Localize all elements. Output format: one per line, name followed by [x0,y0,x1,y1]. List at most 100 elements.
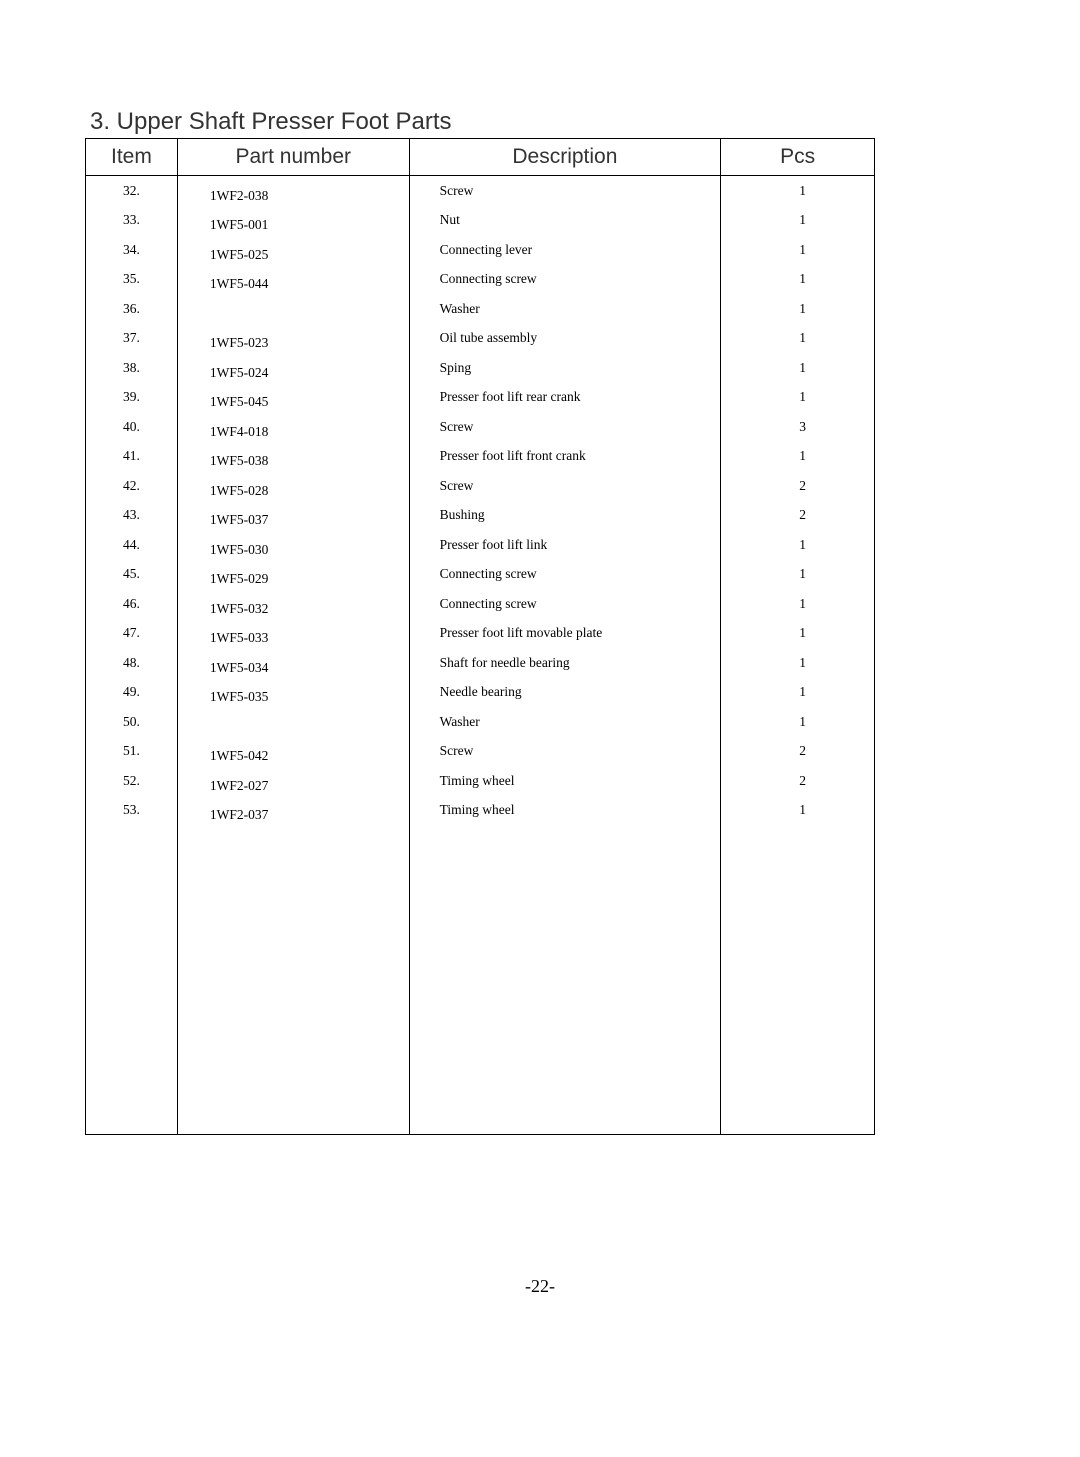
cell-item: 37. [86,323,178,353]
header-row: Item Part number Description Pcs [86,139,875,176]
cell-part: 1WF2-037 [177,795,409,825]
cell-pcs: 1 [721,176,875,206]
cell-pcs: 1 [721,559,875,589]
cell-pcs: 1 [721,235,875,265]
header-item: Item [86,139,178,176]
cell-item: 33. [86,205,178,235]
cell-desc: Oil tube assembly [409,323,721,353]
cell-desc: Screw [409,471,721,501]
cell-desc: Screw [409,736,721,766]
table-row: 32.1WF2-038Screw1 [86,176,875,206]
cell-item: 43. [86,500,178,530]
cell-part: 1WF2-027 [177,766,409,796]
cell-pcs: 1 [721,353,875,383]
cell-part: 1WF5-044 [177,264,409,294]
cell-pcs: 1 [721,648,875,678]
cell-desc: Nut [409,205,721,235]
header-pcs: Pcs [721,139,875,176]
table-row: 42.1WF5-028Screw2 [86,471,875,501]
cell-item: 34. [86,235,178,265]
cell-item: 46. [86,589,178,619]
cell-desc: Screw [409,176,721,206]
cell-desc: Washer [409,707,721,737]
cell-part: 1WF5-024 [177,353,409,383]
cell-part: 1WF5-042 [177,736,409,766]
table-row: 39.1WF5-045Presser foot lift rear crank1 [86,382,875,412]
cell-pcs: 1 [721,294,875,324]
cell-part: 1WF5-029 [177,559,409,589]
table-row: 48.1WF5-034Shaft for needle bearing1 [86,648,875,678]
cell-desc: Presser foot lift rear crank [409,382,721,412]
cell-part [177,707,409,737]
table-row: 33.1WF5-001Nut1 [86,205,875,235]
cell-desc: Presser foot lift front crank [409,441,721,471]
table-row: 45.1WF5-029Connecting screw1 [86,559,875,589]
cell-item: 50. [86,707,178,737]
cell-part: 1WF5-034 [177,648,409,678]
cell-pcs: 1 [721,618,875,648]
cell-item: 41. [86,441,178,471]
table-row: 44.1WF5-030Presser foot lift link1 [86,530,875,560]
cell-pcs: 1 [721,677,875,707]
cell-item: 53. [86,795,178,825]
header-desc: Description [409,139,721,176]
cell-part: 1WF5-001 [177,205,409,235]
cell-pcs: 1 [721,264,875,294]
cell-desc: Sping [409,353,721,383]
table-row: 43.1WF5-037Bushing2 [86,500,875,530]
cell-item: 47. [86,618,178,648]
cell-pcs: 2 [721,500,875,530]
cell-desc: Connecting screw [409,264,721,294]
table-row: 40.1WF4-018Screw3 [86,412,875,442]
cell-desc: Connecting screw [409,589,721,619]
cell-part: 1WF2-038 [177,176,409,206]
page-number: -22- [0,1276,1080,1297]
table-row: 47.1WF5-033Presser foot lift movable pla… [86,618,875,648]
cell-pcs: 1 [721,323,875,353]
cell-desc: Shaft for needle bearing [409,648,721,678]
cell-item: 42. [86,471,178,501]
cell-pcs: 1 [721,589,875,619]
cell-desc: Connecting lever [409,235,721,265]
cell-item: 52. [86,766,178,796]
table-row: 38.1WF5-024Sping1 [86,353,875,383]
table-row: 49.1WF5-035Needle bearing1 [86,677,875,707]
filler-row [86,825,875,1135]
cell-part: 1WF5-023 [177,323,409,353]
cell-desc: Timing wheel [409,795,721,825]
cell-desc: Presser foot lift link [409,530,721,560]
header-part: Part number [177,139,409,176]
cell-part: 1WF5-033 [177,618,409,648]
cell-pcs: 2 [721,471,875,501]
cell-part: 1WF5-038 [177,441,409,471]
cell-item: 44. [86,530,178,560]
cell-pcs: 1 [721,441,875,471]
cell-desc: Timing wheel [409,766,721,796]
cell-desc: Needle bearing [409,677,721,707]
filler-cell [721,825,875,1135]
table-row: 37.1WF5-023Oil tube assembly1 [86,323,875,353]
cell-item: 45. [86,559,178,589]
cell-desc: Washer [409,294,721,324]
parts-table: Item Part number Description Pcs 32.1WF2… [85,138,875,1135]
table-row: 52.1WF2-027Timing wheel2 [86,766,875,796]
cell-item: 49. [86,677,178,707]
table-row: 53.1WF2-037Timing wheel1 [86,795,875,825]
page-title: 3. Upper Shaft Presser Foot Parts [90,108,452,136]
filler-cell [409,825,721,1135]
cell-part: 1WF5-032 [177,589,409,619]
cell-pcs: 1 [721,707,875,737]
table-row: 35.1WF5-044Connecting screw1 [86,264,875,294]
table-row: 50. Washer1 [86,707,875,737]
filler-cell [86,825,178,1135]
cell-item: 32. [86,176,178,206]
table-row: 34.1WF5-025Connecting lever1 [86,235,875,265]
cell-item: 51. [86,736,178,766]
cell-part: 1WF5-028 [177,471,409,501]
cell-desc: Connecting screw [409,559,721,589]
cell-pcs: 3 [721,412,875,442]
cell-part: 1WF5-030 [177,530,409,560]
cell-pcs: 2 [721,736,875,766]
cell-item: 40. [86,412,178,442]
cell-part [177,294,409,324]
